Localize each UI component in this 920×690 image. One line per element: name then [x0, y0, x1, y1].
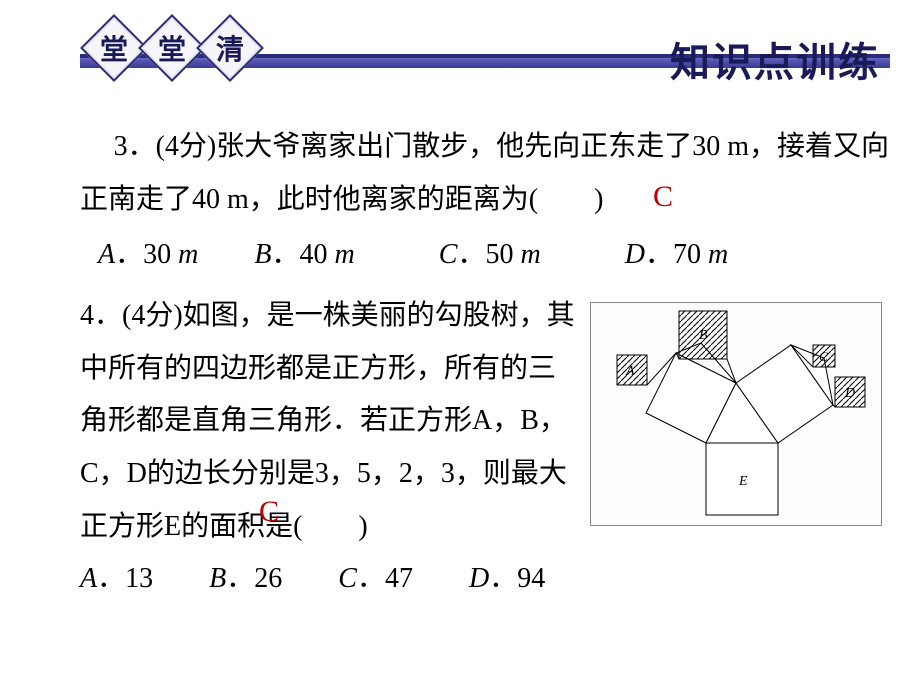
- question-4-text: 4．(4分)如图，是一株美丽的勾股树，其中所有的四边形都是正方形，所有的三角形都…: [80, 290, 580, 553]
- question-3-options: A．30 m B．40 m C．50 m D．70 m: [98, 228, 898, 281]
- label-C: C: [819, 349, 828, 364]
- question-4-answer: C: [259, 495, 279, 529]
- pythagoras-tree-figure: E B A: [590, 302, 882, 526]
- label-D: D: [844, 386, 855, 401]
- header-right-label: 知识点训练: [670, 30, 880, 88]
- header-diamond-2-label: 堂: [150, 26, 194, 70]
- header-diamond-3: 清: [196, 14, 264, 82]
- page: 堂 堂 清 知识点训练 3．(4分)张大爷离家出门散步，他先向正东走了30 m，…: [0, 0, 920, 690]
- question-3-text: 3．(4分)张大爷离家出门散步，他先向正东走了30 m，接着又向正南走了40 m…: [80, 120, 890, 226]
- label-E: E: [738, 474, 748, 489]
- question-3-answer: C: [653, 180, 673, 214]
- header-diamond-3-label: 清: [208, 26, 252, 70]
- header-banner: 堂 堂 清 知识点训练: [80, 18, 890, 88]
- square-E: E: [706, 443, 778, 515]
- header-diamond-1-label: 堂: [92, 26, 136, 70]
- label-B: B: [699, 328, 708, 343]
- label-A: A: [625, 364, 635, 379]
- question-4-options: A．13 B．26 C．47 D．94: [80, 552, 680, 605]
